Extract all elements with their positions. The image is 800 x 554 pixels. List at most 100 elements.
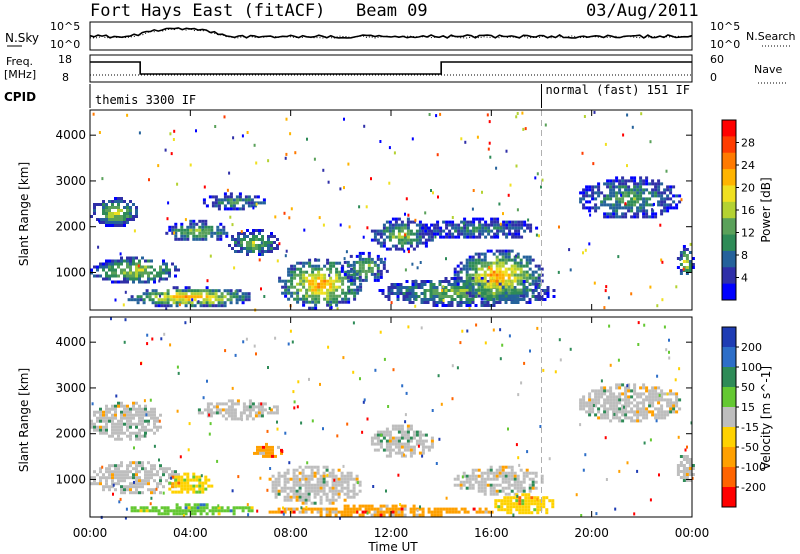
data-cell — [666, 188, 670, 192]
data-cell — [433, 229, 437, 233]
data-cell — [332, 261, 336, 265]
data-cell — [645, 182, 649, 186]
data-cell — [669, 206, 673, 210]
data-speck — [677, 435, 680, 439]
data-cell — [424, 238, 428, 242]
data-cell — [477, 489, 481, 493]
colorbar-tick-label: 15 — [741, 401, 755, 414]
data-cell — [603, 413, 607, 417]
data-cell — [265, 448, 268, 452]
data-cell — [145, 295, 149, 299]
data-cell — [307, 477, 311, 481]
data-cell — [642, 386, 646, 390]
data-cell — [537, 273, 541, 277]
data-speck — [119, 252, 122, 256]
data-cell — [252, 229, 255, 232]
data-speck — [379, 330, 382, 334]
data-cell — [181, 295, 185, 299]
data-cell — [444, 292, 448, 295]
data-speck — [300, 506, 303, 510]
data-cell — [582, 188, 586, 192]
data-cell — [504, 480, 508, 484]
data-cell — [296, 267, 300, 271]
data-cell — [450, 295, 454, 298]
data-cell — [319, 498, 323, 502]
data-cell — [123, 413, 126, 417]
data-cell — [603, 410, 607, 414]
data-cell — [388, 220, 392, 224]
data-cell — [216, 231, 220, 235]
data-cell — [172, 298, 176, 302]
data-cell — [153, 280, 156, 284]
data-cell — [453, 286, 457, 289]
data-cell — [262, 454, 265, 458]
data-cell — [612, 191, 616, 195]
data-cell — [334, 486, 338, 490]
data-speck — [176, 409, 179, 413]
data-cell — [289, 498, 293, 502]
data-cell — [253, 204, 257, 208]
data-cell — [189, 487, 193, 491]
data-cell — [621, 191, 625, 195]
data-cell — [530, 496, 534, 500]
data-cell — [174, 231, 178, 235]
data-cell — [358, 275, 362, 279]
data-cell — [135, 464, 138, 468]
data-speck — [278, 242, 281, 246]
data-cell — [241, 292, 245, 296]
data-cell — [507, 483, 511, 487]
data-cell — [645, 407, 649, 411]
data-cell — [129, 209, 132, 212]
data-cell — [391, 226, 395, 230]
data-cell — [519, 258, 523, 262]
data-cell — [305, 276, 309, 280]
data-speck — [384, 257, 387, 261]
data-cell — [539, 508, 543, 512]
data-cell — [621, 179, 625, 183]
data-cell — [406, 439, 410, 443]
data-cell — [423, 295, 427, 298]
data-cell — [379, 445, 383, 449]
data-cell — [474, 270, 478, 274]
data-cell — [393, 283, 397, 286]
data-cell — [317, 276, 321, 280]
data-cell — [174, 475, 178, 479]
data-cell — [373, 260, 377, 264]
data-cell — [138, 464, 141, 468]
data-cell — [513, 288, 517, 292]
data-cell — [344, 297, 348, 301]
nave-tick-high: 60 — [710, 53, 724, 66]
data-cell — [483, 252, 487, 256]
data-cell — [379, 232, 383, 236]
data-cell — [679, 263, 683, 266]
data-cell — [439, 226, 443, 230]
data-cell — [436, 223, 440, 227]
data-cell — [310, 468, 314, 472]
data-cell — [129, 437, 132, 441]
data-speck — [322, 427, 324, 431]
data-cell — [254, 411, 258, 415]
data-cell — [210, 234, 214, 238]
data-cell — [322, 465, 326, 469]
data-cell — [340, 483, 344, 487]
data-cell — [403, 433, 407, 437]
data-cell — [141, 419, 144, 423]
data-cell — [359, 288, 363, 292]
data-cell — [627, 179, 631, 183]
data-cell — [296, 288, 300, 292]
data-cell — [465, 480, 469, 484]
data-cell — [460, 220, 464, 224]
data-cell — [501, 480, 505, 484]
data-cell — [510, 297, 514, 301]
data-cell — [222, 228, 226, 232]
data-cell — [448, 235, 452, 239]
data-speck — [311, 419, 314, 423]
y-tick-label: 1000 — [55, 265, 86, 279]
data-cell — [519, 483, 523, 487]
data-cell — [394, 235, 398, 239]
data-cell — [261, 253, 264, 256]
data-cell — [654, 398, 658, 402]
data-cell — [114, 431, 117, 435]
data-cell — [507, 276, 511, 280]
data-speck — [92, 112, 95, 116]
